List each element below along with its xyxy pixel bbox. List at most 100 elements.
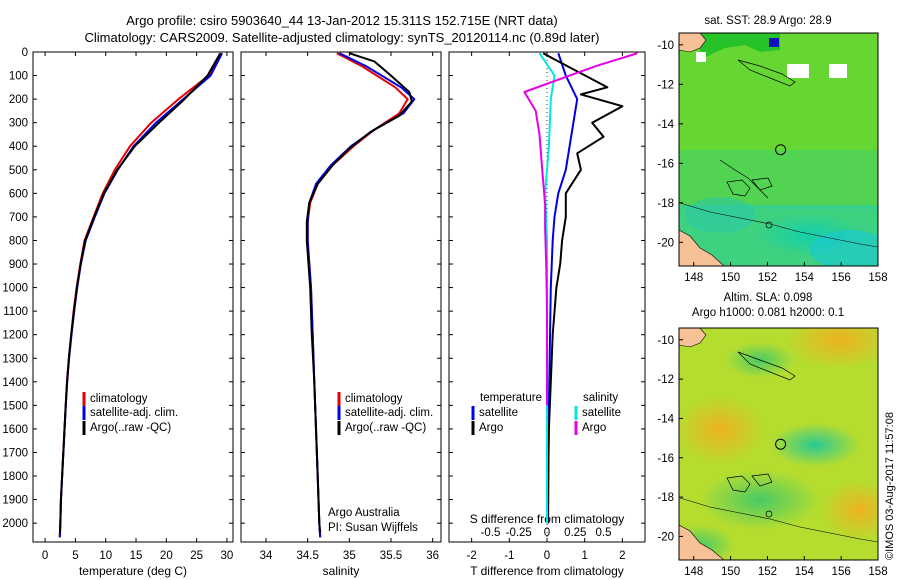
sst-map-field	[679, 33, 878, 266]
sla-map-ytick-label: -12	[657, 374, 674, 386]
temperature-ytick-label: 1700	[2, 447, 28, 459]
sst-map-ytick-label: -20	[657, 237, 674, 249]
sst-map-warm-patch	[700, 33, 780, 60]
sla-map-ytick-label: -20	[657, 531, 674, 543]
sst-map-nodata-2	[787, 64, 809, 78]
difference-s-tick-label: 0	[544, 527, 550, 539]
sst-map-argo-position-marker	[775, 144, 787, 156]
credit-pi: PI: Susan Wijffels	[328, 522, 418, 534]
sst-map-shelf-contour	[679, 202, 878, 248]
sst-map-xtick-label: 152	[758, 272, 777, 284]
difference-legend-salinity-title: salinity	[583, 392, 618, 404]
temperature-ytick-label: 0	[22, 47, 28, 59]
sla-map-low-south	[700, 470, 820, 530]
figure-title-line1: Argo profile: csiro 5903640_44 13-Jan-20…	[126, 13, 557, 28]
sla-map-small-island	[765, 510, 773, 518]
salinity-xlabel: salinity	[323, 564, 360, 578]
temperature-ytick-label: 1500	[2, 400, 28, 412]
temperature-ytick-label: 1000	[2, 283, 28, 295]
salinity-xtick-label: 36	[426, 550, 439, 562]
difference-series-temperature-satellite	[547, 52, 579, 524]
difference-xtick-label: 0	[544, 550, 550, 562]
sst-map-land-australia	[679, 229, 725, 266]
temperature-ytick-label: 800	[9, 235, 28, 247]
temperature-series-satellite	[58, 52, 223, 538]
difference-xtick-label: -1	[504, 550, 514, 562]
sla-map-high-north	[785, 328, 878, 370]
salinity-xtick-label: 34.5	[296, 550, 318, 562]
temperature-ytick-label: 700	[9, 212, 28, 224]
sst-map-xtick-label: 156	[832, 272, 851, 284]
sst-map-frame	[678, 32, 879, 267]
temperature-legend-argo: Argo(..raw -QC)	[90, 422, 171, 434]
difference-s-tick-label: 0.5	[596, 527, 612, 539]
sla-map-land-png	[679, 328, 707, 348]
temperature-xtick-label: 0	[42, 550, 48, 562]
sst-map-xtick-label: 158	[868, 272, 887, 284]
temperature-ytick-label: 1200	[2, 330, 28, 342]
sst-map-island-1	[726, 179, 751, 197]
temperature-ytick-label: 400	[9, 141, 28, 153]
sla-map-low-center	[770, 423, 860, 467]
temperature-ytick-label: 1400	[2, 377, 28, 389]
sla-map-island-1	[726, 475, 751, 493]
sst-map-xtick-label: 154	[795, 272, 815, 284]
sla-map-xtick-label: 154	[795, 566, 815, 578]
chart-marks: 0100200300400500600700800900100011001200…	[2, 40, 887, 578]
sst-map-island-chain	[737, 59, 796, 87]
sla-map-high-west	[679, 395, 765, 465]
temperature-xlabel: temperature (deg C)	[79, 564, 187, 578]
sst-map-island-2	[751, 177, 773, 191]
difference-series-salinity-argo	[523, 52, 638, 406]
difference-series-temperature-argo	[542, 52, 624, 524]
sla-map-title: Altim. SLA: 0.098	[724, 292, 813, 304]
difference-xtick-label: 2	[619, 550, 625, 562]
sla-map-xtick-label: 148	[684, 566, 703, 578]
sla-map-field	[679, 328, 878, 560]
temperature-ytick-label: 1900	[2, 495, 28, 507]
sst-map-hot-pixel	[769, 38, 779, 47]
difference-xlabel-t: T difference from climatology	[470, 564, 624, 578]
difference-panel: T difference from climatology S differen…	[448, 51, 646, 578]
salinity-xtick-label: 35	[343, 550, 356, 562]
difference-s-tick-label: -0.5	[481, 527, 501, 539]
salinity-series-climatology	[306, 52, 409, 538]
difference-legend-temperature-title: temperature	[480, 392, 542, 404]
difference-xtick-label: -2	[466, 550, 476, 562]
sst-map-ytick-label: -12	[657, 79, 674, 91]
temperature-ytick-label: 1600	[2, 424, 28, 436]
temperature-ytick-label: 900	[9, 259, 28, 271]
salinity-series-argo	[305, 52, 413, 533]
sla-map-ytick-label: -18	[657, 492, 674, 504]
sst-map-ytick-label: -14	[657, 119, 674, 131]
sst-map-ytick-label: -16	[657, 158, 674, 170]
sla-map-xtick-label: 158	[868, 566, 887, 578]
copyright-stamp: ©IMOS 03-Aug-2017 11:57:08	[884, 412, 896, 560]
sla-map-xtick-label: 152	[758, 566, 777, 578]
difference-s-tick-label: -0.25	[506, 527, 532, 539]
temperature-xtick-label: 10	[99, 550, 112, 562]
sst-map-xtick-label: 148	[684, 272, 703, 284]
sla-map: Altim. SLA: 0.098 Argo h1000: 0.081 h200…	[678, 292, 879, 561]
sla-map-island-2	[751, 473, 773, 487]
salinity-xtick-label: 35.5	[380, 550, 402, 562]
difference-legend-s-satellite: satellite	[582, 407, 621, 419]
credit-owner: Argo Australia	[328, 507, 400, 519]
temperature-ytick-label: 1800	[2, 471, 28, 483]
sst-map-small-island	[765, 221, 773, 229]
sla-map-island-chain	[737, 351, 796, 381]
temperature-xtick-label: 25	[190, 550, 203, 562]
figure-title-line2: Climatology: CARS2009. Satellite-adjuste…	[85, 30, 600, 45]
salinity-axes-frame	[240, 51, 442, 543]
sla-map-xtick-label: 150	[721, 566, 740, 578]
temperature-series-argo	[59, 52, 222, 533]
sst-map-ytick-label: -18	[657, 198, 674, 210]
salinity-legend-climatology: climatology	[345, 393, 403, 405]
temperature-ytick-label: 300	[9, 118, 28, 130]
sst-map-nodata-1	[696, 52, 706, 62]
temperature-xtick-label: 20	[160, 550, 173, 562]
difference-legend-s-argo: Argo	[582, 422, 606, 434]
temperature-legend-climatology: climatology	[90, 393, 148, 405]
sla-map-frame	[678, 327, 879, 561]
